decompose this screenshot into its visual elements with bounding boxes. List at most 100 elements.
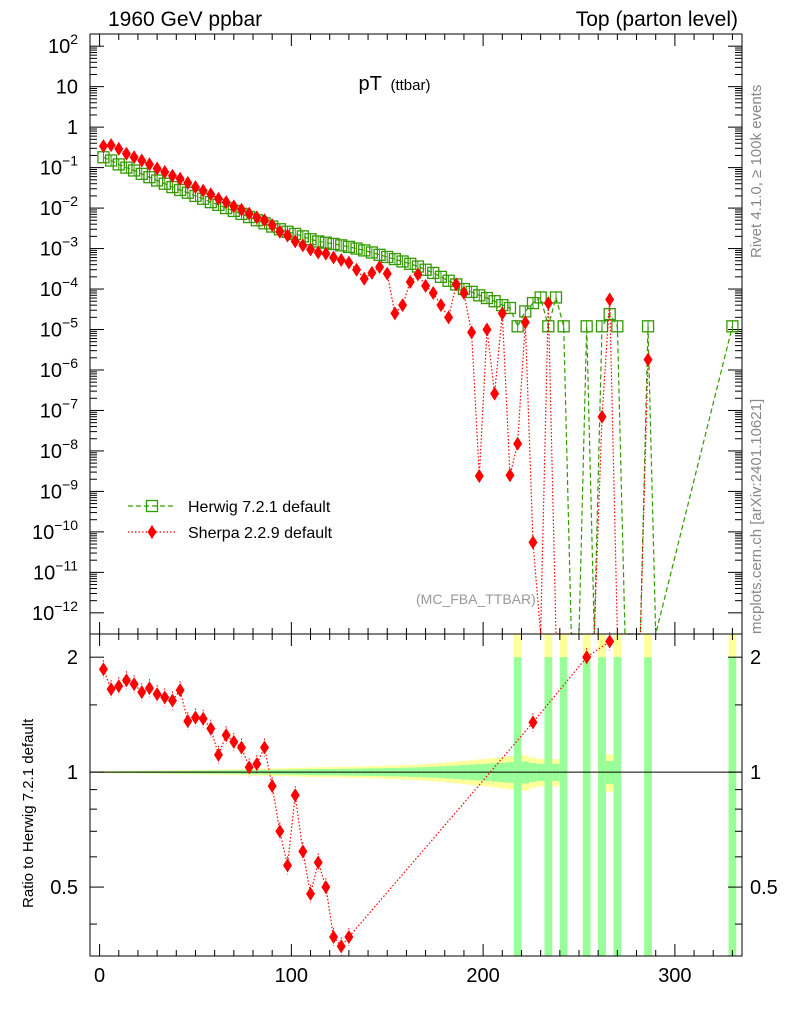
y-tick-label: 1 <box>67 117 78 139</box>
ratio-y-tick-label-left: 2 <box>67 647 78 669</box>
sherpa-ratio-marker <box>183 714 193 729</box>
sherpa-line <box>103 144 649 635</box>
sherpa-marker <box>413 267 423 282</box>
ratio-y-tick-label-right: 0.5 <box>750 877 778 899</box>
sherpa-marker <box>167 168 177 183</box>
sherpa-marker <box>260 213 270 228</box>
sherpa-marker <box>275 224 285 239</box>
legend-marker-sherpa <box>147 525 157 539</box>
sherpa-marker <box>490 386 500 401</box>
y-tick-label: 102 <box>48 31 78 58</box>
sherpa-ratio-marker <box>206 721 216 736</box>
sherpa-ratio-marker <box>114 679 124 694</box>
sherpa-marker <box>444 310 454 325</box>
sherpa-marker <box>306 242 316 257</box>
herwig-marker <box>726 320 739 333</box>
sherpa-marker <box>520 315 530 330</box>
sherpa-marker <box>359 271 369 286</box>
stat-band <box>728 657 737 956</box>
sherpa-marker <box>451 277 461 292</box>
analysis-watermark: (MC_FBA_TTBAR) <box>416 591 536 607</box>
sherpa-marker <box>329 250 339 265</box>
herwig-marker <box>473 289 486 302</box>
sherpa-marker <box>144 157 154 172</box>
stat-band <box>513 657 522 956</box>
sherpa-marker <box>114 141 124 156</box>
sherpa-ratio-marker <box>260 740 270 755</box>
sherpa-marker <box>528 535 538 550</box>
header-left: 1960 GeV ppbar <box>108 8 263 31</box>
x-tick-label: 200 <box>466 965 499 987</box>
sherpa-ratio-marker <box>129 677 139 692</box>
sherpa-ratio-marker <box>298 844 308 859</box>
sherpa-marker <box>190 180 200 195</box>
plot-title: pT <box>358 73 381 95</box>
sherpa-ratio-marker <box>275 824 285 839</box>
sherpa-marker <box>405 274 415 289</box>
stat-band <box>644 657 652 956</box>
sherpa-marker <box>513 436 523 451</box>
main-plot: pT (ttbar)(MC_FBA_TTBAR)10−1210−1110−1010… <box>32 31 743 635</box>
sherpa-marker <box>482 322 492 337</box>
sherpa-marker <box>160 164 170 179</box>
sherpa-marker <box>313 245 323 260</box>
stat-band <box>598 657 606 956</box>
sherpa-marker <box>390 306 400 321</box>
sherpa-marker <box>137 153 147 168</box>
main-frame <box>89 33 743 635</box>
sherpa-marker <box>597 409 607 424</box>
ratio-y-tick-label-left: 1 <box>67 762 78 784</box>
herwig-marker <box>611 320 624 333</box>
sherpa-marker <box>474 469 484 484</box>
sherpa-marker <box>183 175 193 190</box>
herwig-marker <box>557 320 570 333</box>
stat-band <box>544 657 553 956</box>
sherpa-marker <box>221 195 231 210</box>
herwig-marker <box>127 164 141 177</box>
sherpa-ratio-marker <box>313 855 323 870</box>
y-tick-label: 10−3 <box>40 234 78 261</box>
herwig-marker <box>419 263 432 276</box>
y-tick-label: 10−6 <box>40 355 78 382</box>
x-tick-label: 100 <box>275 965 308 987</box>
sherpa-marker <box>213 191 223 206</box>
sherpa-marker <box>267 218 277 233</box>
herwig-marker <box>335 239 348 252</box>
sherpa-marker <box>436 298 446 313</box>
stat-band <box>613 657 622 956</box>
sherpa-marker <box>352 262 362 277</box>
sherpa-marker <box>459 285 469 300</box>
sherpa-ratio-marker <box>190 710 200 725</box>
sherpa-ratio-marker <box>244 760 254 775</box>
sherpa-marker <box>421 278 431 293</box>
sherpa-ratio-marker <box>329 930 339 945</box>
herwig-marker <box>358 244 371 257</box>
herwig-marker <box>480 291 494 305</box>
herwig-marker <box>327 237 340 251</box>
herwig-marker <box>511 320 524 333</box>
sherpa-marker <box>198 183 208 198</box>
sherpa-ratio-marker <box>213 747 223 762</box>
herwig-marker <box>112 158 125 171</box>
y-tick-label: 10−2 <box>40 193 78 220</box>
y-tick-label: 10−10 <box>32 517 78 544</box>
herwig-marker <box>135 167 148 181</box>
sherpa-marker <box>252 210 262 225</box>
sherpa-ratio-marker <box>98 662 108 677</box>
sherpa-marker <box>605 292 615 307</box>
sherpa-marker <box>344 255 354 270</box>
herwig-marker <box>595 320 609 333</box>
herwig-marker <box>580 320 593 333</box>
sherpa-ratio-marker <box>306 886 316 901</box>
header-right: Top (parton level) <box>575 8 738 31</box>
sherpa-ratio-marker <box>528 715 538 730</box>
sherpa-ratio-marker <box>175 683 185 698</box>
sherpa-marker <box>290 234 300 249</box>
herwig-marker <box>442 274 455 287</box>
herwig-marker <box>342 240 356 254</box>
legend-marker-herwig <box>145 499 159 513</box>
sherpa-marker <box>543 296 553 311</box>
ratio-y-tick-label-right: 1 <box>750 762 761 784</box>
ratio-plot: 0.5 0.5 1 1 2 2 0 100 200 300 <box>50 632 778 987</box>
herwig-marker <box>388 252 402 266</box>
